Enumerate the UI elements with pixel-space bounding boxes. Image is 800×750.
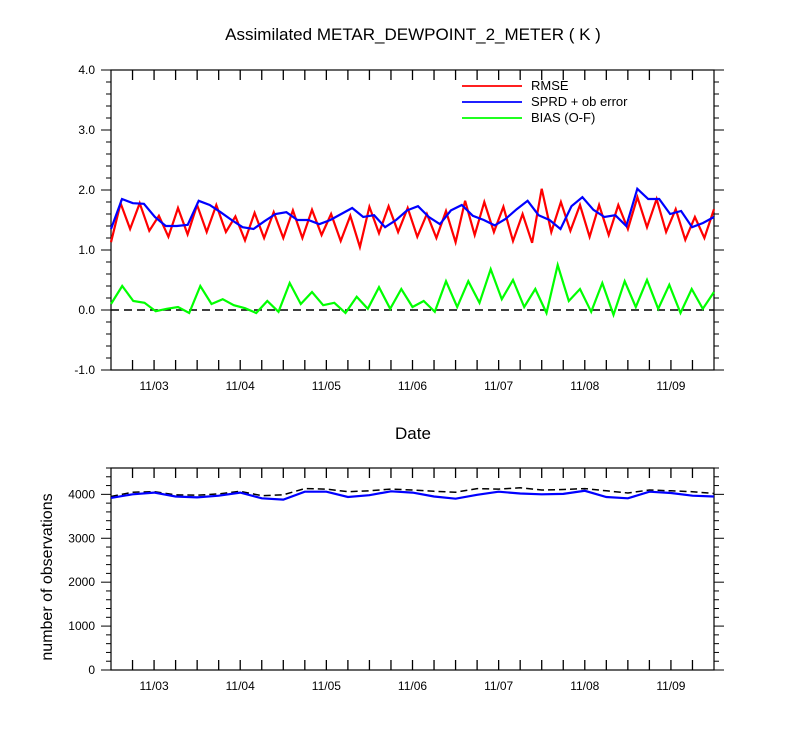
- x-tick-label: 11/09: [656, 679, 685, 693]
- series-bias-o-f: [110, 260, 715, 319]
- y-tick-label: 2000: [68, 575, 95, 589]
- y-tick-label: 1000: [68, 619, 95, 633]
- series-sprd-ob-error: [109, 186, 715, 231]
- legend-label: BIAS (O-F): [531, 110, 595, 125]
- y-tick-label: 2.0: [78, 183, 95, 197]
- y-tick-label: 4.0: [78, 63, 95, 77]
- y-axis-label: number of observations: [39, 493, 56, 660]
- series-1: [110, 489, 715, 501]
- y-tick-label: 3.0: [78, 123, 95, 137]
- x-tick-label: 11/09: [656, 379, 685, 393]
- series-rmse: [109, 188, 716, 252]
- y-tick-label: 4000: [68, 487, 95, 501]
- x-axis-label: Date: [395, 424, 431, 443]
- x-tick-label: 11/08: [570, 379, 599, 393]
- x-tick-label: 11/03: [140, 379, 169, 393]
- rmse-panel: Assimilated METAR_DEWPOINT_2_METER ( K )…: [74, 25, 724, 443]
- series-0: [110, 487, 715, 498]
- y-tick-label: 1.0: [78, 243, 95, 257]
- y-tick-label: 3000: [68, 531, 95, 545]
- x-tick-label: 11/06: [398, 379, 427, 393]
- y-tick-label: -1.0: [74, 363, 95, 377]
- x-tick-label: 11/05: [312, 679, 341, 693]
- x-tick-label: 11/07: [484, 679, 513, 693]
- legend-label: RMSE: [531, 78, 569, 93]
- x-tick-label: 11/07: [484, 379, 513, 393]
- x-tick-label: 11/06: [398, 679, 427, 693]
- x-tick-label: 11/04: [226, 379, 255, 393]
- x-tick-label: 11/03: [140, 679, 169, 693]
- legend-label: SPRD + ob error: [531, 94, 628, 109]
- x-tick-label: 11/05: [312, 379, 341, 393]
- x-tick-label: 11/08: [570, 679, 599, 693]
- observations-panel: number of observations 11/03 11/04 11/05 11…: [39, 467, 724, 693]
- chart-title: Assimilated METAR_DEWPOINT_2_METER ( K ): [225, 25, 601, 44]
- y-tick-label: 0: [88, 663, 95, 677]
- x-tick-label: 11/04: [226, 679, 255, 693]
- y-tick-label: 0.0: [78, 303, 95, 317]
